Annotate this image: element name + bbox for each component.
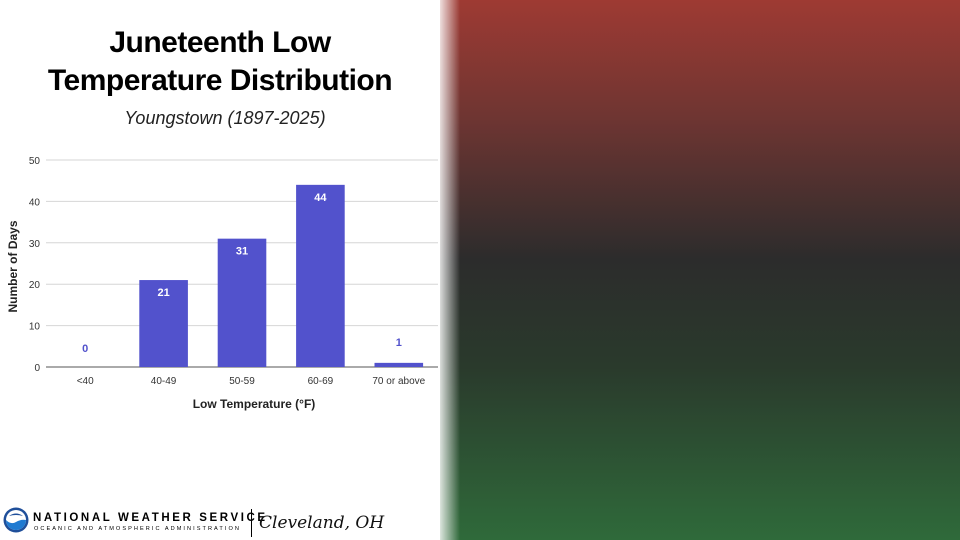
slide-title: Juneteenth Low Temperature Distribution (20, 24, 420, 100)
slide-subtitle: Youngstown (1897-2025) (124, 108, 326, 128)
bar-value-label: 31 (236, 246, 248, 258)
y-tick-label: 20 (29, 280, 41, 291)
footer: NATIONAL WEATHER SERVICE OCEANIC AND ATM… (0, 505, 440, 540)
x-axis-title: Low Temperature (°F) (193, 397, 316, 411)
x-tick-label: <40 (77, 376, 94, 387)
x-tick-label: 40-49 (151, 376, 177, 387)
panel-fade (436, 0, 460, 540)
bar (374, 362, 424, 367)
bar (139, 280, 188, 367)
y-tick-label: 10 (29, 322, 41, 333)
y-tick-label: 30 (29, 239, 41, 250)
x-tick-label: 50-59 (229, 376, 255, 387)
title-line-1: Juneteenth Low (109, 26, 331, 59)
x-tick-label: 60-69 (308, 376, 334, 387)
bar-value-label: 44 (314, 192, 327, 204)
bar-value-label: 21 (157, 287, 169, 299)
gradient-panel (440, 0, 960, 540)
bar-value-label: 0 (82, 343, 88, 355)
bar-value-label: 1 (396, 337, 402, 349)
title-line-2: Temperature Distribution (47, 64, 393, 97)
agency-subtitle: OCEANIC AND ATMOSPHERIC ADMINISTRATION (34, 526, 241, 532)
bar (296, 184, 345, 367)
footer-divider (251, 509, 252, 537)
office-name: Cleveland, OH (259, 513, 385, 533)
bar-chart: 0 10 20 30 40 50 0 <40 21 40-49 31 50-59 44 60-69 1 70 … (6, 156, 438, 411)
y-axis-title: Number of Days (6, 220, 20, 312)
noaa-logo-icon (3, 507, 29, 533)
agency-name: NATIONAL WEATHER SERVICE (33, 512, 268, 524)
bar (217, 238, 267, 367)
y-tick-label: 0 (34, 363, 40, 374)
x-tick-label: 70 or above (372, 376, 425, 387)
y-tick-label: 40 (29, 197, 41, 208)
y-tick-label: 50 (29, 156, 41, 167)
